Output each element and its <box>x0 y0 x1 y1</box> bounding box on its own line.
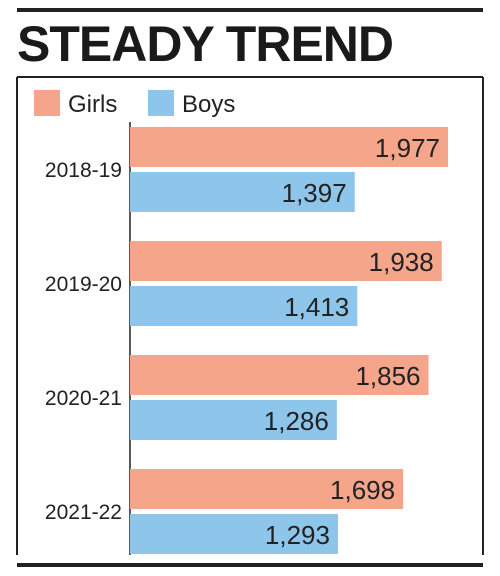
legend-swatch-girls <box>34 90 60 116</box>
value-label-girls-2020-21: 1,856 <box>355 361 420 391</box>
category-label-2018-19: 2018-19 <box>45 159 122 182</box>
legend-label-girls: Girls <box>68 91 117 118</box>
legend-swatch-boys <box>148 90 174 116</box>
category-label-2019-20: 2019-20 <box>45 273 122 296</box>
value-label-girls-2021-22: 1,698 <box>330 475 395 505</box>
category-label-2020-21: 2020-21 <box>45 387 122 410</box>
chart-title: STEADY TREND <box>17 16 394 72</box>
bar-girls-2018-19 <box>130 127 448 167</box>
value-label-boys-2018-19: 1,397 <box>282 178 347 208</box>
bar-girls-2021-22 <box>130 469 404 509</box>
bars-group: 1,977 1,397 2018-19 1,938 1,413 2019-20 1,856 1… <box>45 127 448 554</box>
bar-boys-2020-21 <box>130 400 337 440</box>
bar-girls-2020-21 <box>130 355 429 395</box>
bar-boys-2021-22 <box>130 514 338 554</box>
bar-girls-2019-20 <box>130 241 442 281</box>
legend: Girls Boys <box>34 90 235 118</box>
value-label-girls-2019-20: 1,938 <box>369 247 434 277</box>
bar-boys-2018-19 <box>130 172 355 212</box>
bottom-rule <box>17 563 483 567</box>
top-rule <box>17 8 483 12</box>
value-label-girls-2018-19: 1,977 <box>375 133 440 163</box>
value-label-boys-2019-20: 1,413 <box>284 292 349 322</box>
value-label-boys-2020-21: 1,286 <box>264 406 329 436</box>
value-label-boys-2021-22: 1,293 <box>265 520 330 550</box>
category-label-2021-22: 2021-22 <box>45 501 122 524</box>
legend-label-boys: Boys <box>182 91 235 118</box>
bar-boys-2019-20 <box>130 286 358 326</box>
